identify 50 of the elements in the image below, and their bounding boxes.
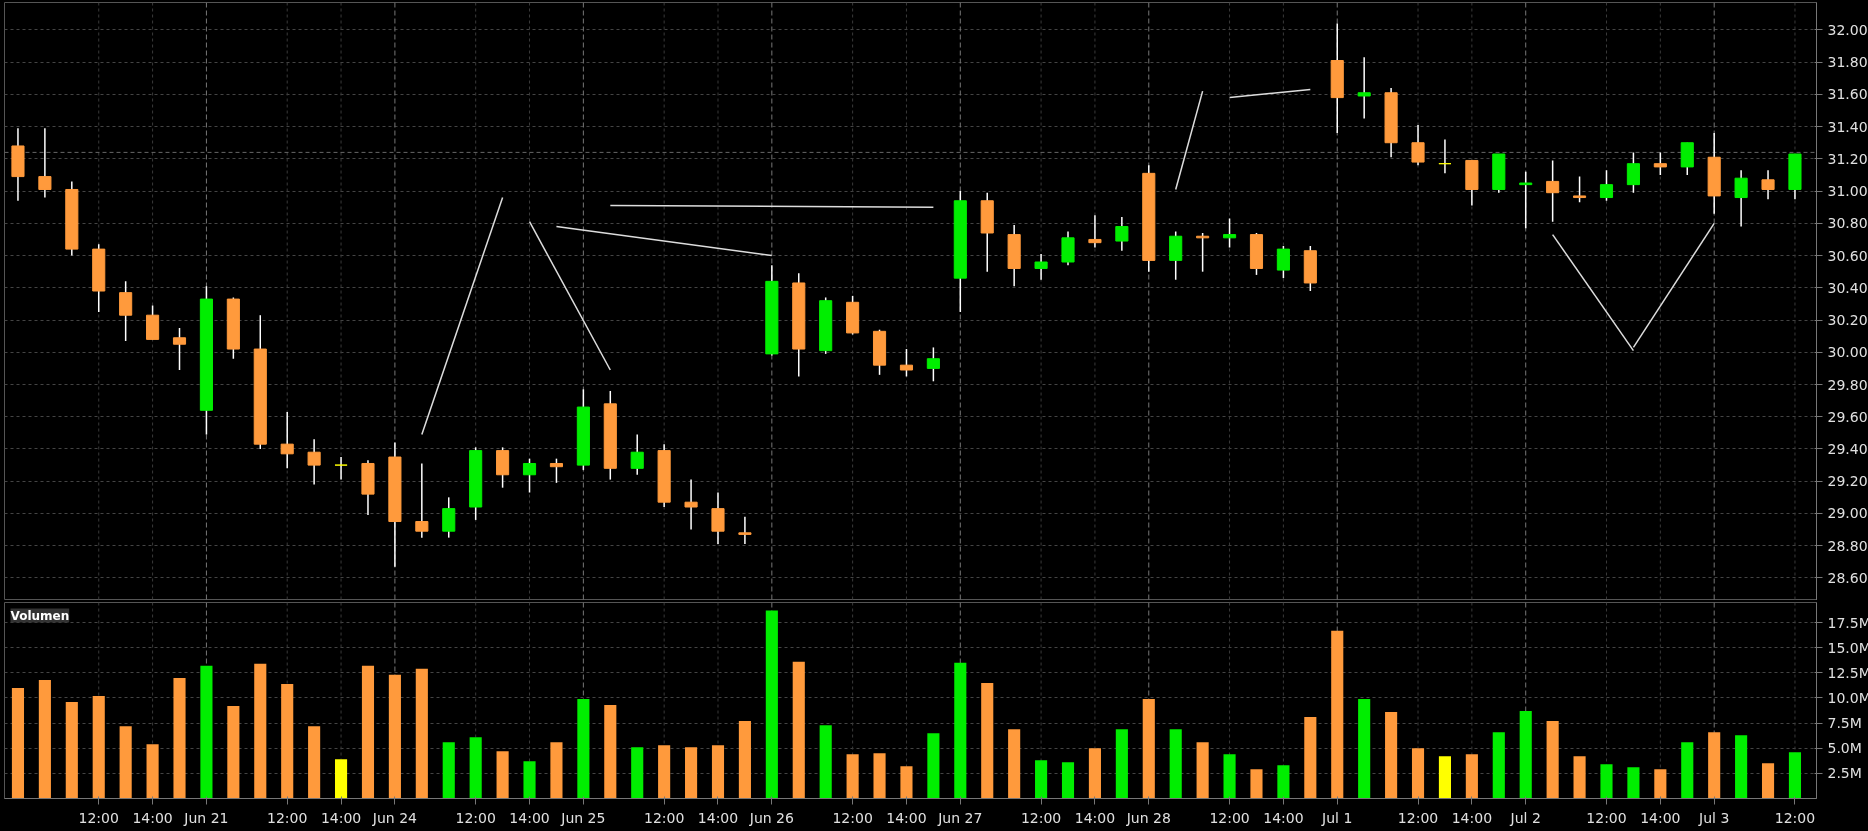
x-tick-label: 12:00 — [267, 809, 308, 826]
x-tick-label: 12:00 — [643, 809, 685, 826]
x-tick-label: Jun 25 — [560, 809, 606, 826]
x-tick-label: Jul 2 — [1509, 809, 1541, 826]
x-tick-label: Jul 1 — [1321, 809, 1353, 826]
x-tick-label: 14:00 — [132, 809, 173, 826]
y-tick-label: 31.80 — [1827, 54, 1868, 71]
text: Volumen — [10, 608, 70, 623]
y-tick-label: 7.5M — [1827, 715, 1862, 732]
y-tick-label: 29.40 — [1827, 440, 1868, 457]
y-tick-label: 29.80 — [1827, 376, 1868, 393]
y-tick-label: 30.00 — [1827, 344, 1868, 361]
y-tick-label: 5.0M — [1827, 740, 1862, 757]
y-tick-label: 29.60 — [1827, 408, 1868, 425]
x-tick-label: 14:00 — [1074, 809, 1116, 826]
x-tick-label: 14:00 — [1263, 809, 1304, 826]
x-tick-label: 14:00 — [320, 809, 362, 826]
y-tick-label: 29.20 — [1827, 473, 1868, 490]
x-tick-label: 12:00 — [832, 809, 873, 826]
x-tick-label: Jun 24 — [371, 809, 418, 826]
x-tick-label: 14:00 — [1640, 809, 1681, 826]
x-tick-label: 14:00 — [509, 809, 550, 826]
x-tick-label: 14:00 — [886, 809, 927, 826]
x-tick-label: 12:00 — [1774, 809, 1816, 826]
x-tick-label: Jun 26 — [748, 809, 794, 826]
y-tick-label: 31.00 — [1827, 183, 1868, 200]
x-tick-label: Jun 28 — [1125, 809, 1171, 826]
x-tick-label: 14:00 — [1451, 809, 1493, 826]
x-tick-label: 12:00 — [1586, 809, 1627, 826]
x-tick-label: Jun 21 — [183, 809, 229, 826]
x-tick-label: 12:00 — [1020, 809, 1062, 826]
y-tick-label: 31.20 — [1827, 150, 1868, 167]
y-tick-label: 32.00 — [1827, 21, 1868, 38]
x-tick-label: Jun 27 — [937, 809, 983, 826]
y-tick-label: 28.80 — [1827, 537, 1868, 554]
x-tick-label: Jul 3 — [1698, 809, 1730, 826]
y-tick-label: 2.5M — [1827, 765, 1862, 782]
y-tick-label: 31.40 — [1827, 118, 1868, 135]
y-tick-label: 30.80 — [1827, 215, 1868, 232]
x-tick-label: 12:00 — [455, 809, 496, 826]
y-tick-label: 30.60 — [1827, 247, 1868, 264]
x-tick-label: 12:00 — [1397, 809, 1439, 826]
x-tick-label: 14:00 — [697, 809, 739, 826]
y-tick-label: 30.40 — [1827, 279, 1868, 296]
y-tick-label: 28.60 — [1827, 569, 1868, 586]
x-tick-label: 12:00 — [78, 809, 119, 826]
x-tick-label: 12:00 — [1209, 809, 1250, 826]
y-tick-label: 31.60 — [1827, 86, 1868, 103]
y-tick-label: 29.00 — [1827, 505, 1868, 522]
y-tick-label: 30.20 — [1827, 312, 1868, 329]
